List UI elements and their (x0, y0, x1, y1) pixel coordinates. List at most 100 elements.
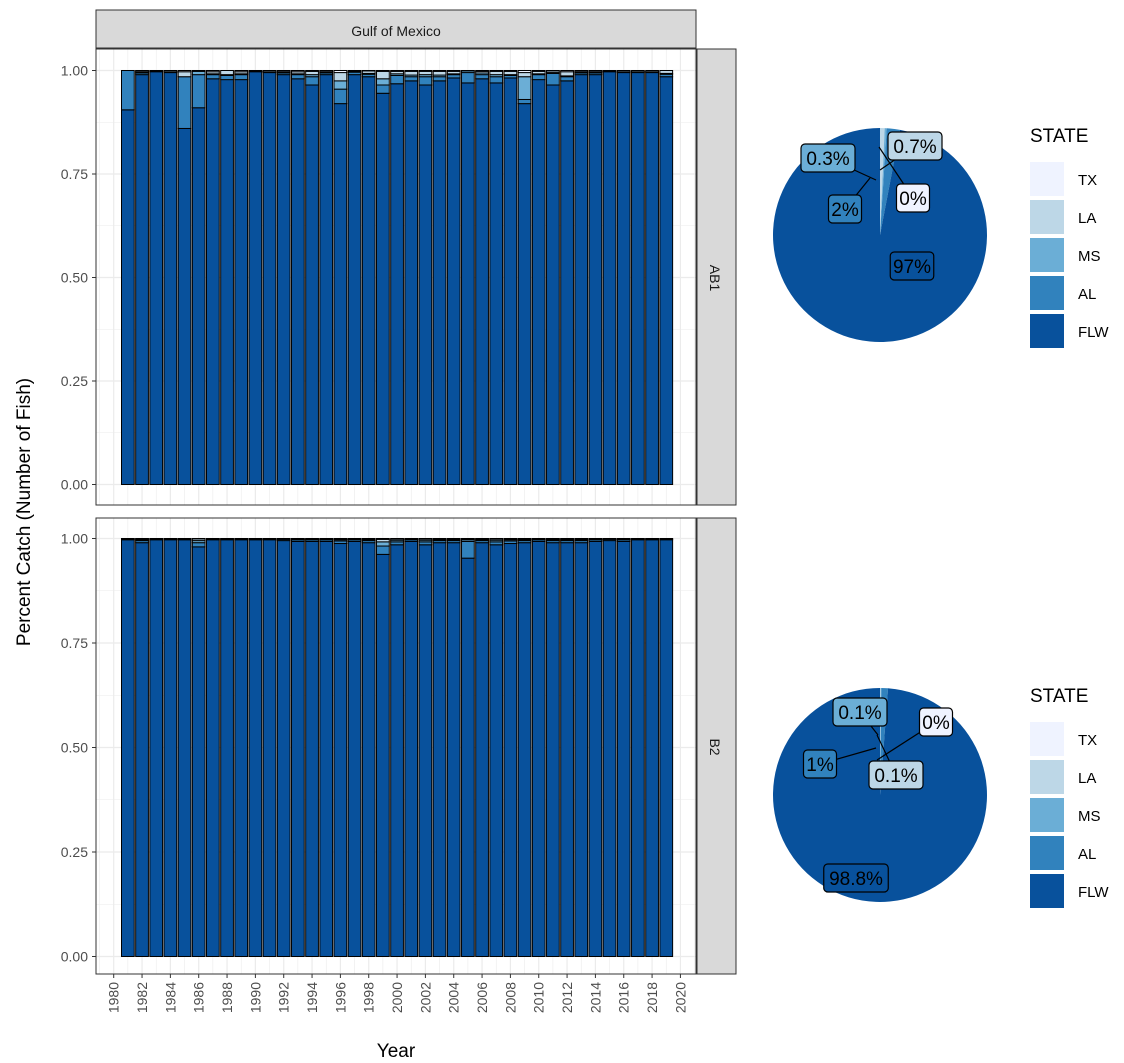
pie-label-ms: 0.3% (806, 149, 849, 170)
bar-segment-la (517, 72, 532, 78)
bar-segment-flw (163, 539, 178, 958)
bar-segment-la (631, 70, 645, 73)
side-strip-b2 (696, 517, 737, 975)
legend-label-la: LA (1078, 210, 1096, 227)
bar-segment-flw (418, 84, 433, 486)
bar-segment-tx (531, 70, 546, 72)
pie-label-box (827, 194, 863, 224)
y-tick-label: 0.75 (61, 166, 88, 182)
bar-segment-flw (588, 74, 603, 485)
bar-segment-tx (503, 70, 518, 72)
x-tick-label: 1980 (106, 982, 122, 1013)
legend-key-la (1030, 760, 1064, 794)
bar-segment-la (191, 70, 206, 72)
pie-label-flw: 98.8% (829, 869, 883, 890)
y-tick-label: 0.50 (61, 740, 88, 756)
y-tick-label: 0.75 (61, 635, 88, 651)
bar-segment-flw (276, 540, 291, 958)
pie-label-ms: 0.1% (838, 703, 881, 724)
y-tick-label: 0.50 (61, 270, 88, 286)
bar-segment-flw (489, 82, 504, 485)
bar-segment-flw (418, 544, 433, 958)
bar-segment-tx (305, 70, 319, 72)
bar-segment-tx (404, 70, 419, 72)
bar-segment-flw (432, 80, 447, 485)
x-tick-label: 2000 (389, 982, 405, 1013)
bar-segment-flw (220, 539, 234, 958)
bar-segment-flw (546, 84, 560, 486)
pie-label-al: 2% (831, 200, 859, 221)
panel-ab1: 0.00 0.25 0.50 0.75 1.00 (61, 48, 697, 506)
bar-segment-flw (560, 542, 574, 957)
bar-segment-la (659, 70, 674, 74)
bar-segment-al (206, 74, 220, 80)
bar-segment-tx (376, 538, 390, 540)
bar-segment-tx (489, 70, 504, 72)
bar-segment-al (376, 545, 390, 555)
bar-segment-flw (446, 542, 461, 957)
legend-label-al: AL (1078, 286, 1096, 303)
bar-segment-flw (291, 540, 305, 958)
bar-segment-la (404, 70, 419, 76)
bar-segment-flw (319, 540, 334, 958)
legend-label-tx: TX (1078, 172, 1097, 189)
bar-segment-tx (560, 70, 574, 73)
bar-segment-al (517, 98, 532, 105)
bar-segment-la (616, 70, 631, 73)
bar-segment-la (560, 71, 574, 77)
bar-segment-flw (163, 72, 178, 485)
x-axis-title: Year (377, 1041, 416, 1062)
bar-segment-flw (319, 74, 334, 485)
bar-segment-ms (376, 78, 390, 86)
legend-label-tx: TX (1078, 732, 1097, 749)
x-tick-label: 1982 (134, 982, 150, 1013)
x-tick-label: 2008 (502, 982, 518, 1013)
legend-key-la (1030, 200, 1064, 234)
x-tick-label: 1986 (191, 982, 207, 1013)
x-tick-label: 1992 (276, 982, 292, 1013)
bar-segment-flw (262, 72, 277, 485)
legend-title: STATE (1030, 126, 1088, 147)
bar-segment-al (376, 84, 390, 94)
bar-segment-flw (631, 72, 645, 485)
bar-segment-flw (404, 80, 419, 485)
bar-segment-tx (475, 70, 489, 72)
bar-segment-flw (347, 74, 362, 485)
bar-segment-flw (574, 74, 589, 485)
bar-segment-la (220, 70, 234, 76)
bar-segment-flw (121, 109, 135, 486)
bar-segment-flw (531, 79, 546, 485)
bar-segment-al (475, 74, 489, 80)
bar-segment-flw (645, 539, 659, 958)
bar-segment-tx (517, 70, 532, 74)
bar-segment-flw (560, 80, 574, 485)
bar-segment-flw (546, 542, 560, 957)
bar-segment-flw (602, 540, 617, 958)
pie-label-al: 1% (806, 755, 834, 776)
bar-segment-flw (503, 77, 518, 486)
bar-segment-flw (121, 539, 135, 958)
x-tick-label: 2020 (672, 982, 688, 1013)
legend-key-ms (1030, 238, 1064, 272)
pie-label-box (802, 749, 838, 779)
legend-label-la: LA (1078, 770, 1096, 787)
pie-slice-flw (773, 128, 988, 342)
pie-slice-flw (772, 688, 987, 902)
y-tick-label: 1.00 (61, 63, 88, 79)
bar-segment-flw (503, 543, 518, 957)
bar-segment-flw (517, 103, 532, 486)
bar-segment-flw (234, 539, 249, 958)
side-strip-ab1 (696, 48, 737, 506)
bar-segment-flw (333, 103, 348, 486)
bar-segment-flw (531, 540, 546, 958)
bar-segment-flw (305, 84, 319, 486)
bar-segment-flw (475, 78, 489, 485)
y-axis-title: Percent Catch (Number of Fish) (14, 378, 35, 646)
bar-segment-al (191, 542, 206, 548)
bar-segment-flw (588, 540, 603, 958)
bar-segment-flw (616, 72, 631, 485)
bar-segment-flw (432, 542, 447, 957)
bar-segment-la (347, 70, 362, 72)
bar-segment-la (333, 72, 348, 82)
bar-segment-al (461, 540, 475, 559)
